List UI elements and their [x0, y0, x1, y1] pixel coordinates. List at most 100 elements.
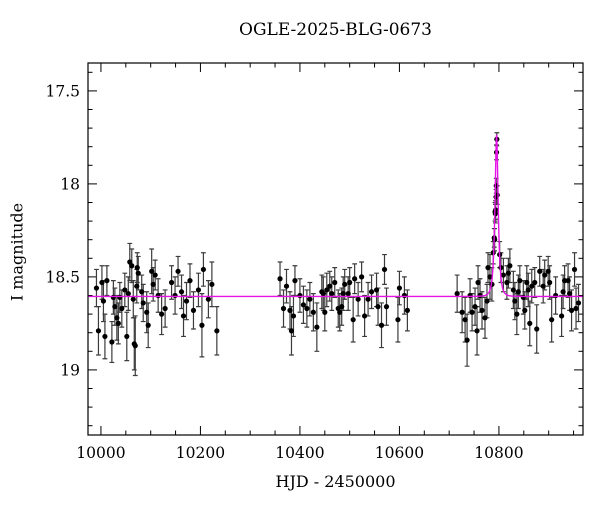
data-points — [93, 136, 582, 349]
data-point — [134, 265, 140, 271]
data-point — [469, 309, 475, 315]
data-point — [475, 279, 481, 286]
data-point — [183, 298, 190, 304]
data-point — [560, 289, 566, 295]
data-point — [347, 279, 353, 286]
data-point — [362, 313, 368, 319]
data-point — [144, 309, 150, 315]
data-point — [340, 291, 346, 297]
data-point — [168, 279, 175, 286]
data-point — [102, 333, 108, 340]
x-tick-label: 10200 — [176, 444, 225, 462]
data-point — [568, 307, 575, 313]
data-point — [342, 281, 348, 287]
data-point — [549, 317, 555, 323]
data-point — [195, 287, 202, 293]
data-point — [307, 296, 313, 302]
data-point — [514, 311, 520, 317]
data-point — [135, 270, 141, 276]
data-point — [515, 289, 521, 295]
data-point — [140, 300, 146, 306]
data-point — [104, 278, 110, 284]
data-point — [175, 268, 181, 274]
data-point — [553, 292, 559, 299]
data-point — [300, 302, 307, 308]
data-point — [134, 283, 140, 289]
data-point — [565, 278, 571, 284]
data-point — [485, 265, 491, 271]
data-point — [304, 305, 310, 312]
data-point — [125, 291, 131, 297]
data-point — [320, 291, 326, 297]
data-point — [532, 279, 538, 286]
data-point — [290, 313, 297, 319]
y-tick-label: 18 — [60, 175, 80, 193]
data-point — [383, 304, 390, 310]
data-point — [178, 289, 185, 295]
data-point — [396, 285, 403, 291]
data-point — [510, 287, 516, 293]
model-curve — [88, 134, 583, 298]
data-point — [545, 268, 551, 274]
data-point — [467, 292, 473, 299]
data-point — [566, 291, 573, 297]
data-point — [119, 305, 125, 312]
data-point — [288, 328, 295, 334]
data-point — [109, 339, 115, 345]
data-point — [474, 328, 480, 334]
data-point — [297, 292, 303, 299]
data-point — [280, 305, 287, 312]
x-tick-label: 10600 — [375, 444, 424, 462]
data-point — [129, 263, 135, 269]
data-point — [540, 283, 546, 289]
data-point — [115, 320, 121, 326]
data-point — [99, 279, 105, 286]
data-point — [547, 279, 553, 286]
tick-labels: 10000 10200 10400 10600 10800 17.5 18 18.5 19 — [45, 82, 523, 462]
data-point — [322, 309, 328, 315]
data-point — [505, 270, 511, 276]
data-point — [542, 272, 548, 278]
y-tick-label: 17.5 — [45, 82, 80, 100]
data-point — [517, 278, 523, 284]
x-tick-label: 10000 — [76, 444, 125, 462]
data-point — [139, 289, 145, 295]
data-point — [575, 300, 582, 306]
data-point — [395, 317, 401, 323]
data-point — [130, 296, 136, 302]
data-point — [350, 317, 356, 323]
data-point — [459, 309, 465, 315]
data-point — [214, 328, 220, 334]
data-point — [205, 296, 211, 302]
data-point — [522, 307, 528, 313]
data-point — [117, 294, 123, 300]
data-point — [93, 285, 100, 291]
data-point — [487, 274, 493, 280]
data-point — [462, 317, 468, 323]
data-point — [493, 207, 499, 213]
data-point — [368, 289, 375, 295]
y-tick-label: 19 — [60, 361, 80, 379]
x-tick-label: 10800 — [474, 444, 523, 462]
data-point — [454, 291, 460, 297]
data-point — [124, 333, 130, 340]
data-point — [200, 266, 207, 273]
data-point — [332, 279, 338, 286]
plot-frame — [87, 62, 584, 436]
error-bars — [94, 132, 581, 377]
data-point — [401, 292, 408, 299]
data-point — [355, 296, 361, 302]
data-point — [359, 274, 365, 280]
data-point — [190, 307, 197, 313]
data-point — [152, 272, 158, 278]
data-point — [507, 263, 513, 269]
data-point — [504, 279, 510, 286]
data-point — [122, 287, 128, 293]
data-point — [352, 276, 358, 282]
data-point — [527, 320, 533, 326]
data-point — [155, 292, 161, 299]
data-point — [149, 268, 155, 274]
data-point — [162, 305, 168, 312]
data-point — [524, 279, 530, 286]
